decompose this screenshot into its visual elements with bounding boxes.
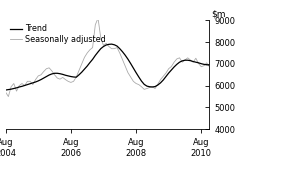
Legend: Trend, Seasonally adjusted: Trend, Seasonally adjusted	[10, 24, 106, 44]
Line: Trend: Trend	[6, 44, 209, 90]
Trend	[23, 84, 26, 87]
Seasonally adjusted	[140, 86, 143, 88]
Trend	[110, 43, 113, 45]
Trend	[170, 69, 173, 71]
Seasonally adjusted	[4, 91, 7, 93]
Trend	[75, 76, 78, 78]
Seasonally adjusted	[115, 47, 119, 49]
Seasonally adjusted	[96, 17, 100, 19]
Seasonally adjusted	[172, 61, 176, 63]
Line: Seasonally adjusted: Seasonally adjusted	[6, 18, 209, 97]
Trend	[208, 64, 211, 66]
Seasonally adjusted	[145, 88, 149, 90]
Text: $m: $m	[211, 9, 226, 18]
Seasonally adjusted	[7, 96, 10, 98]
Seasonally adjusted	[208, 66, 211, 68]
Seasonally adjusted	[26, 80, 29, 82]
Trend	[4, 89, 7, 91]
Trend	[113, 44, 116, 46]
Trend	[143, 83, 146, 85]
Seasonally adjusted	[77, 69, 81, 71]
Trend	[137, 76, 140, 78]
